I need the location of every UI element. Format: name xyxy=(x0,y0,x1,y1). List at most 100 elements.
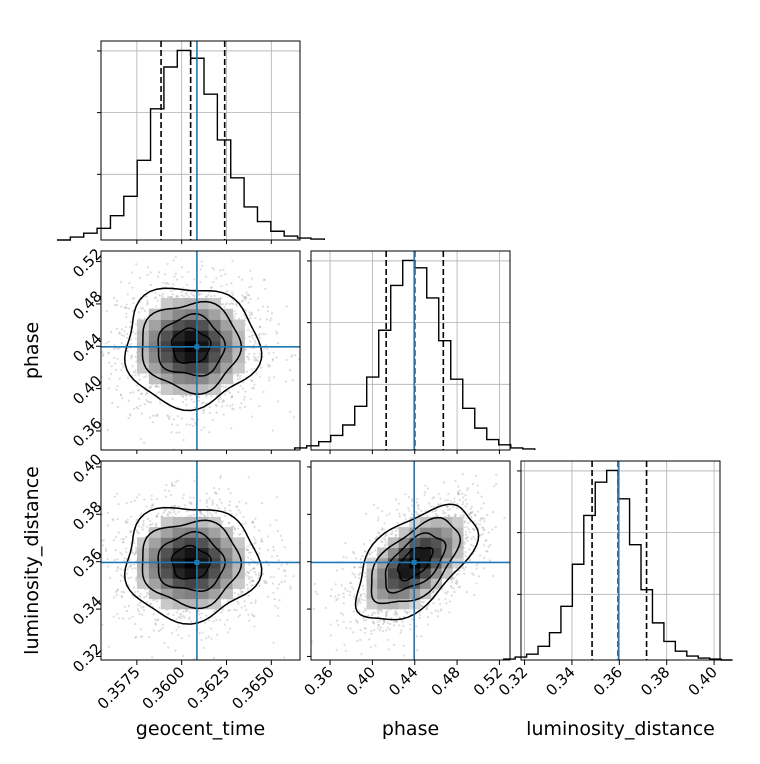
scatter-point xyxy=(474,515,476,517)
scatter-point xyxy=(272,546,274,548)
scatter-point xyxy=(109,577,111,579)
scatter-point xyxy=(134,374,136,376)
scatter-point xyxy=(234,592,236,594)
panel-content xyxy=(52,238,307,480)
scatter-point xyxy=(424,485,426,487)
scatter-point xyxy=(249,314,251,316)
scatter-point xyxy=(205,296,207,298)
scatter-point xyxy=(399,515,401,517)
scatter-point xyxy=(120,281,122,283)
scatter-point xyxy=(253,368,255,370)
scatter-point xyxy=(360,629,362,631)
scatter-point xyxy=(268,379,270,381)
scatter-point xyxy=(215,492,217,494)
scatter-point xyxy=(215,277,217,279)
density-cell xyxy=(173,319,185,330)
scatter-point xyxy=(243,314,245,316)
scatter-point xyxy=(370,646,372,648)
scatter-point xyxy=(120,369,122,371)
scatter-point xyxy=(447,493,449,495)
panel-content xyxy=(311,455,534,657)
scatter-point xyxy=(370,630,372,632)
scatter-point xyxy=(462,503,464,505)
scatter-point xyxy=(113,559,115,561)
scatter-point xyxy=(251,313,253,315)
scatter-point xyxy=(200,293,202,295)
scatter-point xyxy=(364,632,366,634)
scatter-point xyxy=(377,612,379,614)
density-cell xyxy=(161,568,173,579)
panel-frame xyxy=(521,461,720,660)
scatter-point xyxy=(148,401,150,403)
scatter-point xyxy=(198,632,200,634)
scatter-point xyxy=(254,340,256,342)
scatter-point xyxy=(415,511,417,513)
scatter-point xyxy=(169,416,171,418)
scatter-point xyxy=(342,592,344,594)
scatter-point xyxy=(127,519,129,521)
scatter-point xyxy=(199,511,201,513)
scatter-point xyxy=(289,585,291,587)
scatter-point xyxy=(265,582,267,584)
scatter-point xyxy=(449,600,451,602)
scatter-point xyxy=(257,356,259,358)
scatter-point xyxy=(215,619,217,621)
scatter-point xyxy=(420,510,422,512)
scatter-point xyxy=(221,523,223,525)
scatter-point xyxy=(126,573,128,575)
scatter-point xyxy=(343,602,345,604)
scatter-point xyxy=(221,521,223,523)
scatter-point xyxy=(130,501,132,503)
scatter-point xyxy=(254,526,256,528)
scatter-point xyxy=(116,304,118,306)
scatter-point xyxy=(177,511,179,513)
scatter-point xyxy=(182,497,184,499)
density-cell xyxy=(220,548,232,559)
scatter-point xyxy=(340,612,342,614)
scatter-point xyxy=(224,273,226,275)
scatter-point xyxy=(232,404,234,406)
density-cell xyxy=(173,373,185,384)
scatter-point xyxy=(483,502,485,504)
scatter-point xyxy=(432,506,434,508)
scatter-point xyxy=(155,305,157,307)
scatter-point xyxy=(157,276,159,278)
scatter-point xyxy=(167,646,169,648)
scatter-point xyxy=(237,391,239,393)
scatter-point xyxy=(491,528,493,530)
scatter-point xyxy=(142,524,144,526)
scatter-point xyxy=(351,586,353,588)
scatter-point xyxy=(283,656,285,658)
scatter-point xyxy=(168,612,170,614)
scatter-point xyxy=(259,337,261,339)
scatter-point xyxy=(102,355,104,357)
scatter-point xyxy=(342,568,344,570)
scatter-point xyxy=(272,642,274,644)
scatter-point xyxy=(220,475,222,477)
scatter-point xyxy=(237,378,239,380)
scatter-point xyxy=(224,507,226,509)
scatter-point xyxy=(363,593,365,595)
scatter-point xyxy=(264,288,266,290)
scatter-point xyxy=(207,514,209,516)
scatter-point xyxy=(154,386,156,388)
scatter-point xyxy=(221,385,223,387)
scatter-point xyxy=(251,416,253,418)
scatter-point xyxy=(276,332,278,334)
scatter-point xyxy=(203,426,205,428)
scatter-point xyxy=(150,271,152,273)
scatter-point xyxy=(162,282,164,284)
scatter-point xyxy=(377,507,379,509)
scatter-point xyxy=(185,398,187,400)
scatter-point xyxy=(249,270,251,272)
scatter-point xyxy=(476,564,478,566)
scatter-point xyxy=(493,485,495,487)
scatter-point xyxy=(170,494,172,496)
scatter-point xyxy=(138,613,140,615)
scatter-point xyxy=(173,485,175,487)
scatter-point xyxy=(186,294,188,296)
scatter-point xyxy=(359,596,361,598)
scatter-point xyxy=(467,536,469,538)
scatter-point xyxy=(169,512,171,514)
scatter-point xyxy=(131,297,133,299)
